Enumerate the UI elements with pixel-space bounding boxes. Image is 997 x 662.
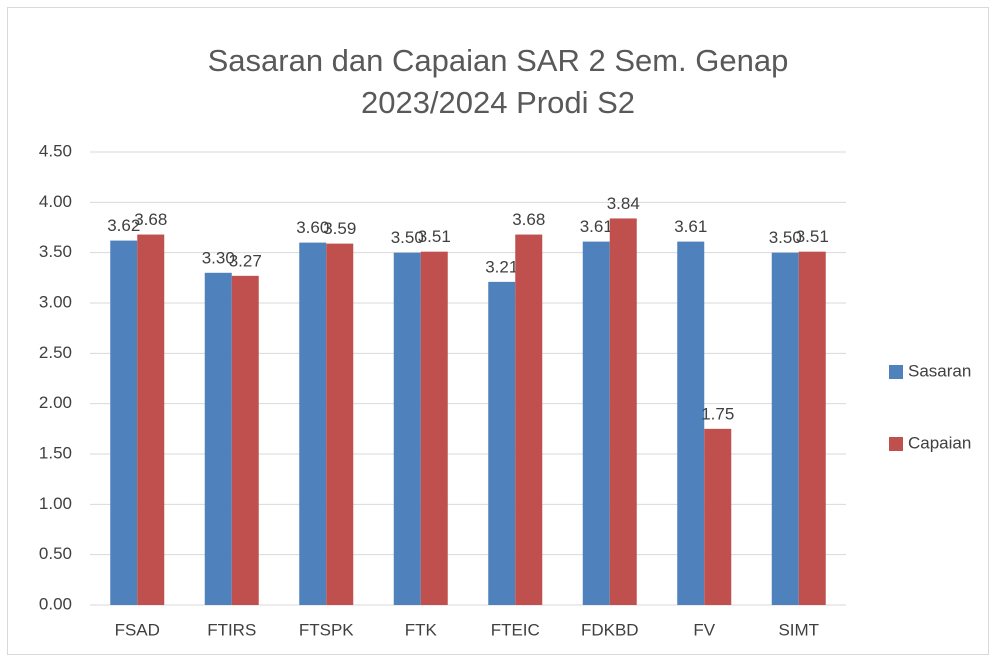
value-label: 3.51 — [418, 227, 451, 246]
x-tick-label: FTIRS — [207, 620, 256, 639]
x-tick-label: FDKBD — [581, 620, 639, 639]
bar — [137, 234, 165, 605]
y-tick-label: 2.00 — [39, 393, 72, 412]
bar — [326, 243, 354, 605]
x-tick-label: FSAD — [115, 620, 160, 639]
bar — [677, 241, 705, 606]
y-tick-label: 4.50 — [39, 141, 72, 160]
bar — [515, 234, 543, 605]
y-tick-label: 0.00 — [39, 594, 72, 613]
value-label: 3.68 — [134, 210, 167, 229]
x-tick-label: FTK — [405, 620, 438, 639]
y-tick-label: 4.00 — [39, 192, 72, 211]
y-tick-label: 1.50 — [39, 443, 72, 462]
value-label: 3.68 — [512, 210, 545, 229]
value-label: 3.59 — [323, 219, 356, 238]
value-label: 3.61 — [674, 217, 707, 236]
x-tick-label: FTSPK — [299, 620, 354, 639]
bar — [488, 281, 516, 605]
value-label: 3.51 — [796, 227, 829, 246]
value-label: 3.50 — [769, 228, 802, 247]
bar — [582, 241, 610, 606]
value-label: 3.84 — [607, 194, 640, 213]
value-label: 3.21 — [485, 257, 518, 276]
bar — [420, 251, 448, 605]
y-tick-label: 3.50 — [39, 242, 72, 261]
legend-swatch — [889, 437, 903, 451]
bar — [798, 251, 826, 605]
x-tick-label: SIMT — [778, 620, 819, 639]
bar — [231, 275, 259, 605]
value-label: 3.50 — [391, 228, 424, 247]
x-tick-label: FV — [693, 620, 715, 639]
value-label: 3.30 — [202, 248, 235, 267]
y-tick-label: 2.50 — [39, 343, 72, 362]
x-tick-label: FTEIC — [491, 620, 540, 639]
legend-swatch — [889, 365, 903, 379]
y-tick-label: 1.00 — [39, 494, 72, 513]
bar — [393, 252, 421, 605]
value-label: 3.27 — [229, 251, 262, 270]
y-tick-label: 0.50 — [39, 544, 72, 563]
legend-label: Sasaran — [908, 361, 971, 380]
chart-title: Sasaran dan Capaian SAR 2 Sem. Genap 202… — [207, 43, 789, 120]
value-label: 3.62 — [107, 216, 140, 235]
bar — [299, 242, 327, 605]
bar — [110, 240, 138, 605]
value-label: 3.61 — [580, 217, 613, 236]
bar — [704, 428, 732, 605]
bar — [609, 218, 637, 605]
value-label: 1.75 — [701, 404, 734, 423]
chart-frame — [7, 7, 989, 655]
bar — [204, 272, 232, 605]
value-label: 3.60 — [296, 218, 329, 237]
bar — [771, 252, 799, 605]
legend-label: Capaian — [908, 433, 971, 452]
y-tick-label: 3.00 — [39, 292, 72, 311]
